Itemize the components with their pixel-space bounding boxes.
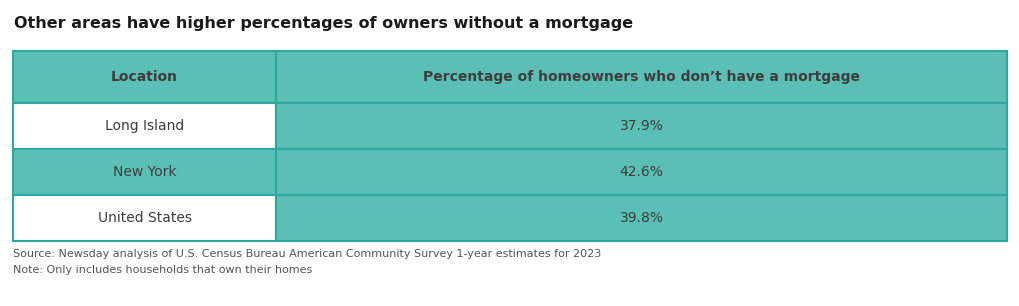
Text: Source: Newsday analysis of U.S. Census Bureau American Community Survey 1-year : Source: Newsday analysis of U.S. Census … xyxy=(13,249,600,259)
Text: Percentage of homeowners who don’t have a mortgage: Percentage of homeowners who don’t have … xyxy=(423,70,859,84)
Text: 37.9%: 37.9% xyxy=(620,119,663,133)
Bar xyxy=(276,103,1006,149)
Bar xyxy=(13,195,276,241)
Text: Long Island: Long Island xyxy=(105,119,184,133)
Text: Note: Only includes households that own their homes: Note: Only includes households that own … xyxy=(13,265,312,275)
Text: New York: New York xyxy=(113,165,176,179)
Text: 42.6%: 42.6% xyxy=(620,165,663,179)
Text: United States: United States xyxy=(98,211,192,225)
Text: Location: Location xyxy=(111,70,178,84)
Text: Other areas have higher percentages of owners without a mortgage: Other areas have higher percentages of o… xyxy=(14,16,633,31)
Bar xyxy=(276,195,1006,241)
Bar xyxy=(13,103,276,149)
Bar xyxy=(13,51,1006,103)
Bar xyxy=(276,149,1006,195)
Text: 39.8%: 39.8% xyxy=(620,211,663,225)
Bar xyxy=(13,149,276,195)
